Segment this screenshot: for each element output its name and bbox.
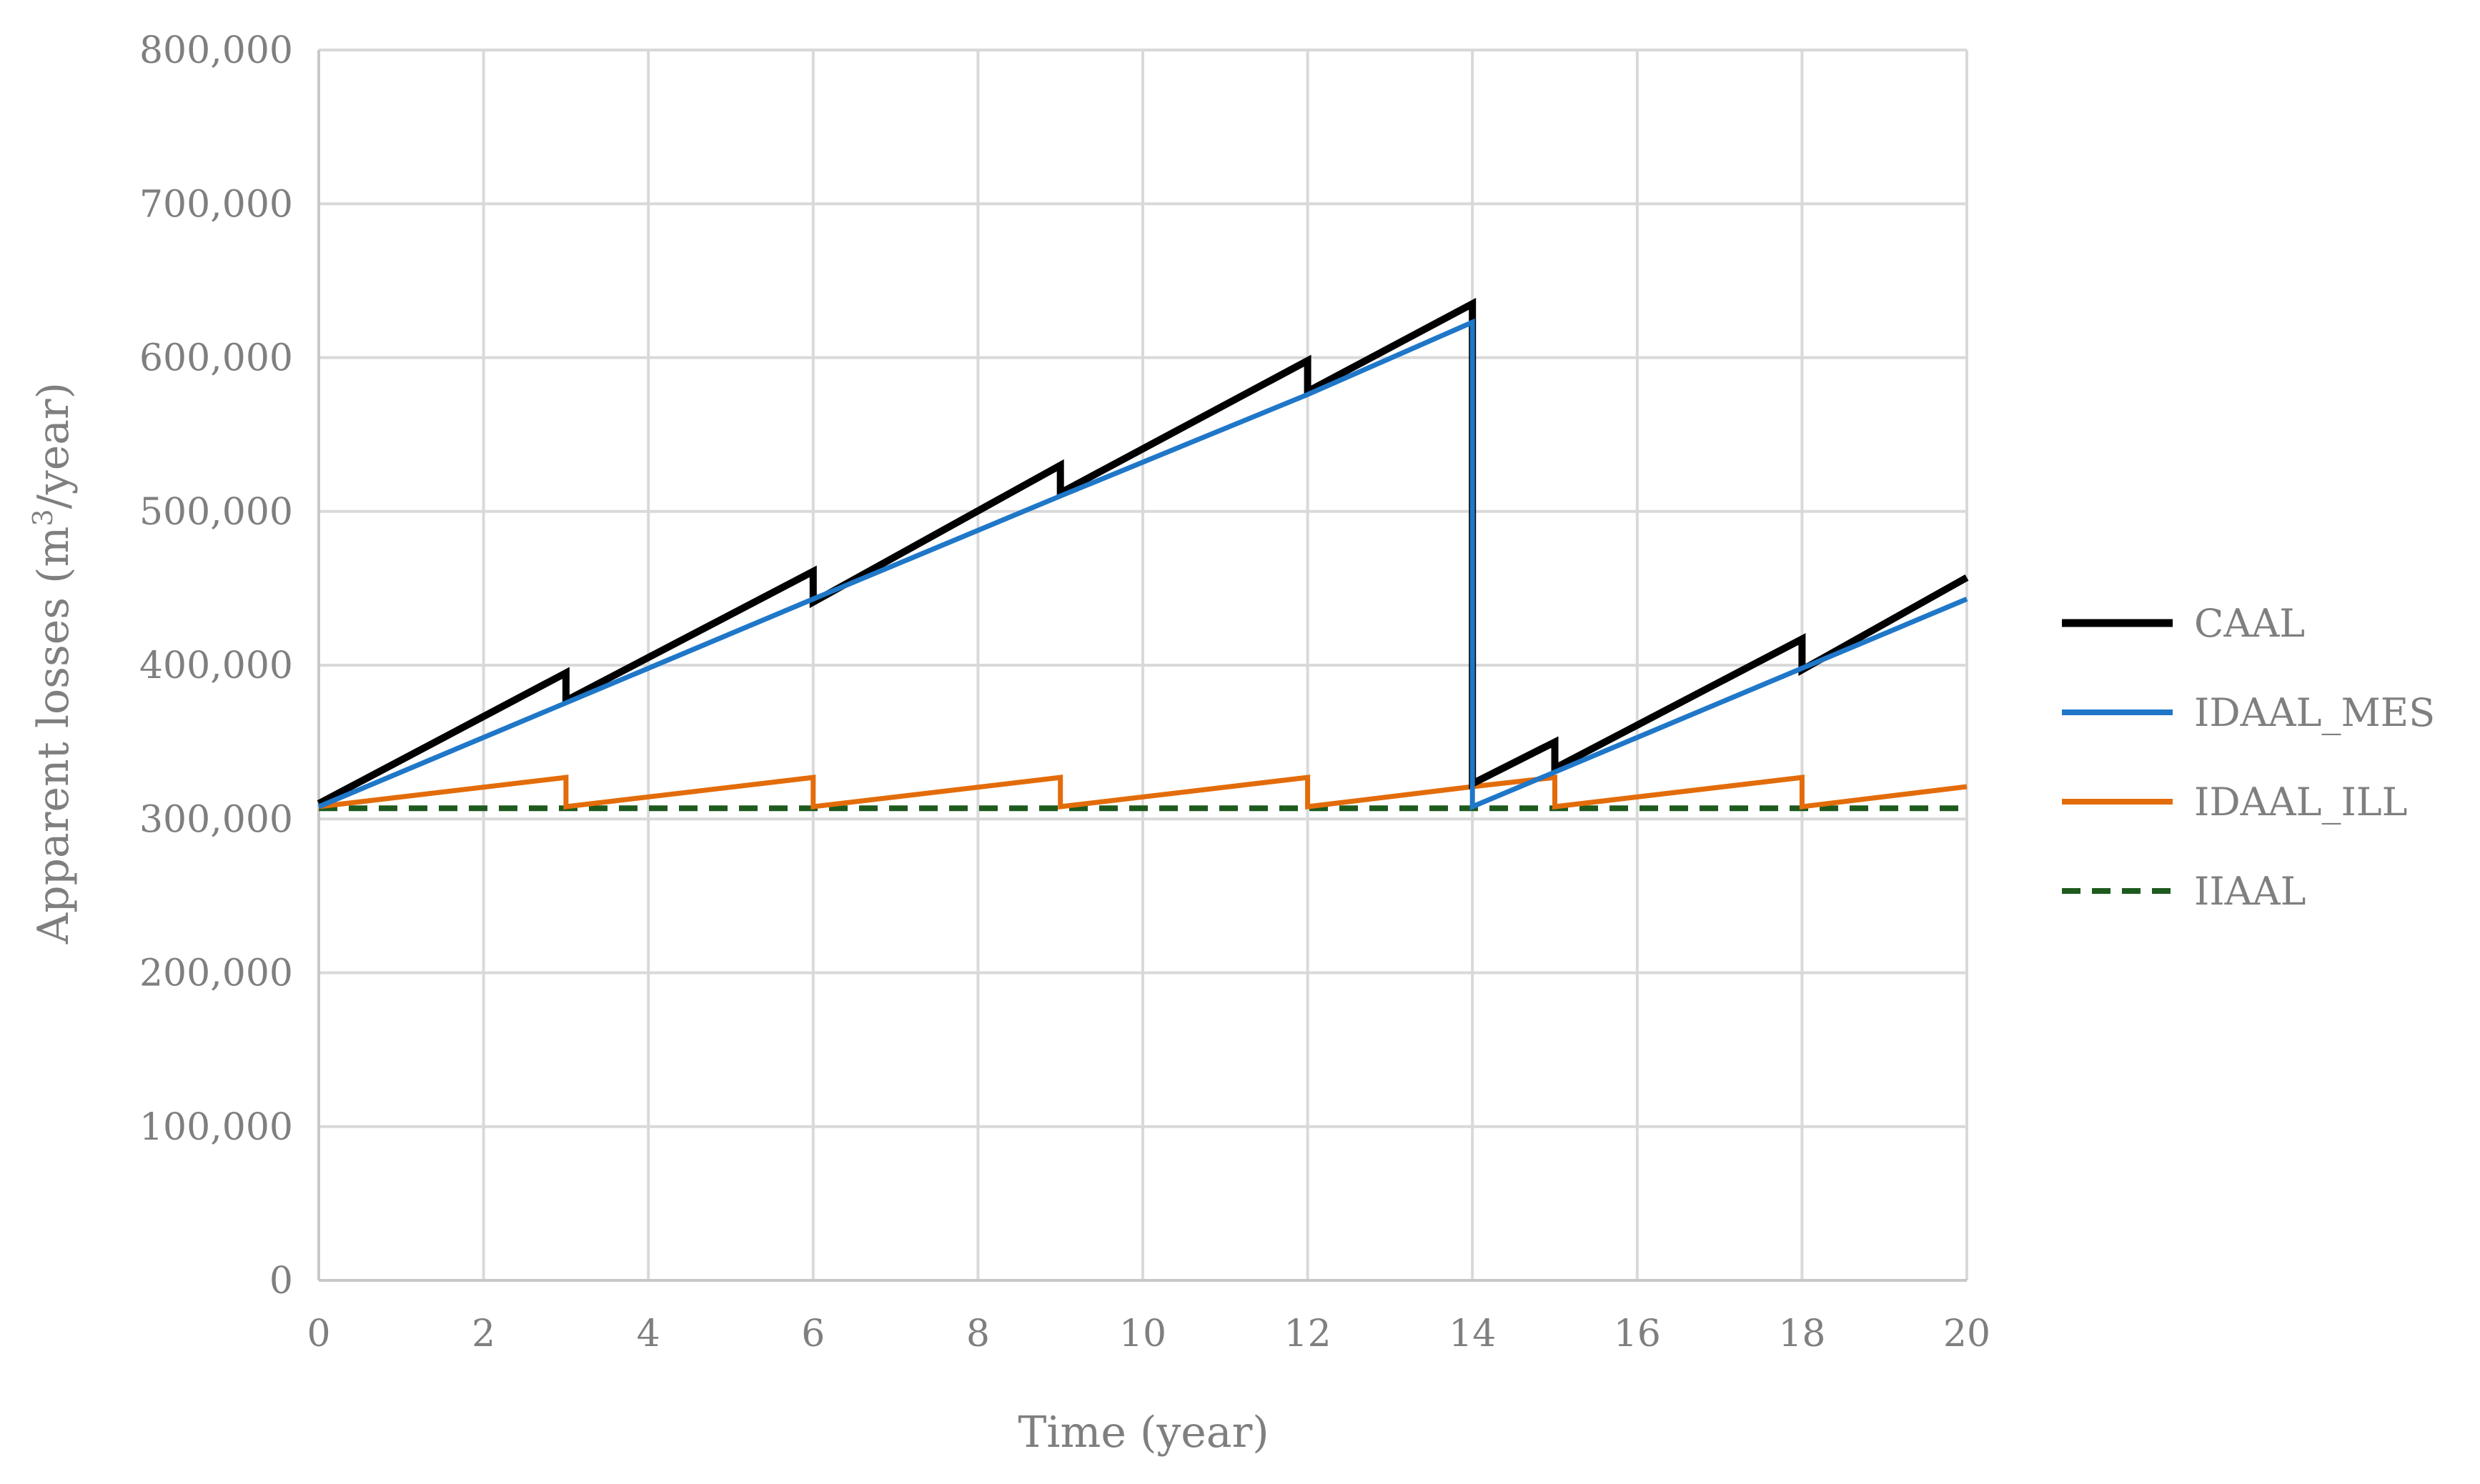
x-tick-label: 18: [1778, 1313, 1825, 1355]
x-tick-label: 0: [307, 1313, 330, 1355]
tick-labels: 0 100,000 200,000 300,000 400,000 500,000 600,…: [139, 29, 1990, 1355]
y-tick-label: 100,000: [139, 1106, 293, 1149]
y-tick-label: 500,000: [139, 491, 293, 534]
series-lines: [317, 297, 1969, 812]
y-tick-label: 0: [269, 1260, 293, 1303]
x-tick-label: 16: [1614, 1313, 1661, 1355]
y-tick-label: 700,000: [139, 183, 293, 226]
x-tick-label: 4: [637, 1313, 660, 1355]
x-tick-label: 6: [801, 1313, 825, 1355]
y-tick-label: 300,000: [139, 798, 293, 841]
legend-label: IDAAL_ILL: [2194, 780, 2408, 825]
axes: [317, 50, 1967, 1282]
series-line-idaal-ill: [318, 775, 1968, 810]
y-tick-label: 600,000: [139, 337, 293, 380]
x-tick-label: 20: [1943, 1313, 1990, 1355]
x-tick-label: 2: [472, 1313, 495, 1355]
y-tick-label: 800,000: [139, 29, 293, 72]
x-tick-label: 10: [1119, 1313, 1166, 1355]
x-tick-label: 12: [1284, 1313, 1331, 1355]
y-axis-title-superscript: 3: [27, 509, 59, 526]
legend: CAAL IDAAL_MES IDAAL_ILL IIAAL: [2062, 601, 2435, 914]
legend-label: IIAAL: [2194, 869, 2306, 914]
y-axis-title-end: /year): [29, 382, 79, 509]
x-tick-label: 14: [1449, 1313, 1496, 1355]
legend-label: CAAL: [2194, 601, 2305, 646]
y-axis-title: Apparent losses (m3/year): [27, 382, 79, 945]
y-axis-title-main: Apparent losses (m: [29, 527, 79, 945]
series-line-caal: [317, 297, 1969, 807]
legend-label: IDAAL_MES: [2194, 690, 2435, 735]
series-line-idaal-mes: [317, 318, 1968, 811]
grid-lines: [319, 49, 1968, 1280]
y-tick-label: 200,000: [139, 952, 293, 995]
y-tick-label: 400,000: [139, 644, 293, 687]
x-tick-label: 8: [966, 1313, 990, 1355]
x-axis-title: Time (year): [1018, 1408, 1269, 1458]
